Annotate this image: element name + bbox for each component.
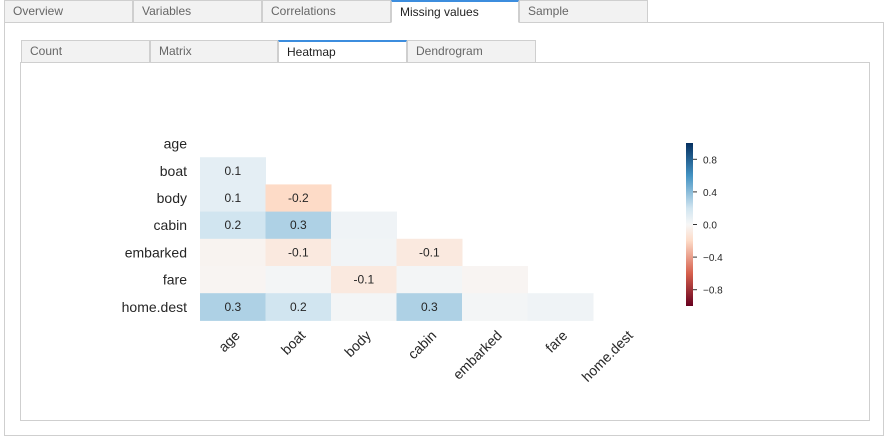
colorbar-tick-label: −0.8 [703,286,723,297]
column-label: age [215,327,243,355]
column-label: body [341,327,374,360]
cell-annotation: 0.3 [421,300,438,314]
tab-correlations[interactable]: Correlations [262,0,391,23]
row-label: cabin [154,217,187,233]
heatmap-cell [331,293,397,321]
cell-annotation: 0.3 [290,218,307,232]
heatmap-cell [265,266,332,294]
heatmap-cell [265,238,332,267]
colorbar-tick-label: −0.4 [703,253,723,264]
row-label: embarked [125,244,187,260]
heatmap-cell [396,238,463,267]
heatmap-cell [396,293,463,321]
colorbar-tick-label: 0.4 [703,188,717,199]
cell-annotation: 0.2 [290,300,307,314]
column-label: boat [278,327,309,358]
tab-missing-values[interactable]: Missing values [391,0,519,23]
heatmap-cell [462,293,528,321]
row-label: home.dest [122,299,187,315]
heatmap-cell [331,238,397,267]
row-label: body [157,190,187,206]
colorbar-tick-label: 0.8 [703,155,717,166]
heatmap-cell [396,266,463,294]
heatmap-cell [331,211,397,240]
heatmap-cell [331,266,397,294]
heatmap-cell [200,238,266,267]
heatmap-cell [200,293,266,321]
heatmap-cell [462,266,528,294]
cell-annotation: -0.1 [353,273,374,287]
cell-annotation: -0.1 [288,245,309,259]
heatmap-cell [527,293,594,321]
row-label: age [164,136,188,152]
colorbar [686,143,693,306]
cell-annotation: -0.1 [419,245,440,259]
heatmap-cell [200,157,266,185]
column-label: cabin [404,327,439,362]
column-label: home.dest [578,327,636,385]
column-label: fare [542,327,571,356]
heatmap-cell [265,293,332,321]
column-label: embarked [450,327,505,382]
subtab-dendrogram[interactable]: Dendrogram [407,40,536,63]
row-label: boat [160,163,187,179]
tab-sample[interactable]: Sample [519,0,648,23]
cell-annotation: 0.1 [224,191,241,205]
heatmap-cell [265,211,332,240]
colorbar-tick-label: 0.0 [703,221,717,232]
tab-overview[interactable]: Overview [4,0,133,23]
tab-variables[interactable]: Variables [133,0,262,23]
heatmap-cell [200,266,266,294]
cell-annotation: -0.2 [288,191,309,205]
heatmap-cell [200,211,266,240]
cell-annotation: 0.2 [224,218,241,232]
row-label: fare [163,272,187,288]
heatmap-cell [265,184,332,213]
cell-annotation: 0.1 [224,164,241,178]
heatmap-cell [200,184,266,213]
cell-annotation: 0.3 [224,300,241,314]
